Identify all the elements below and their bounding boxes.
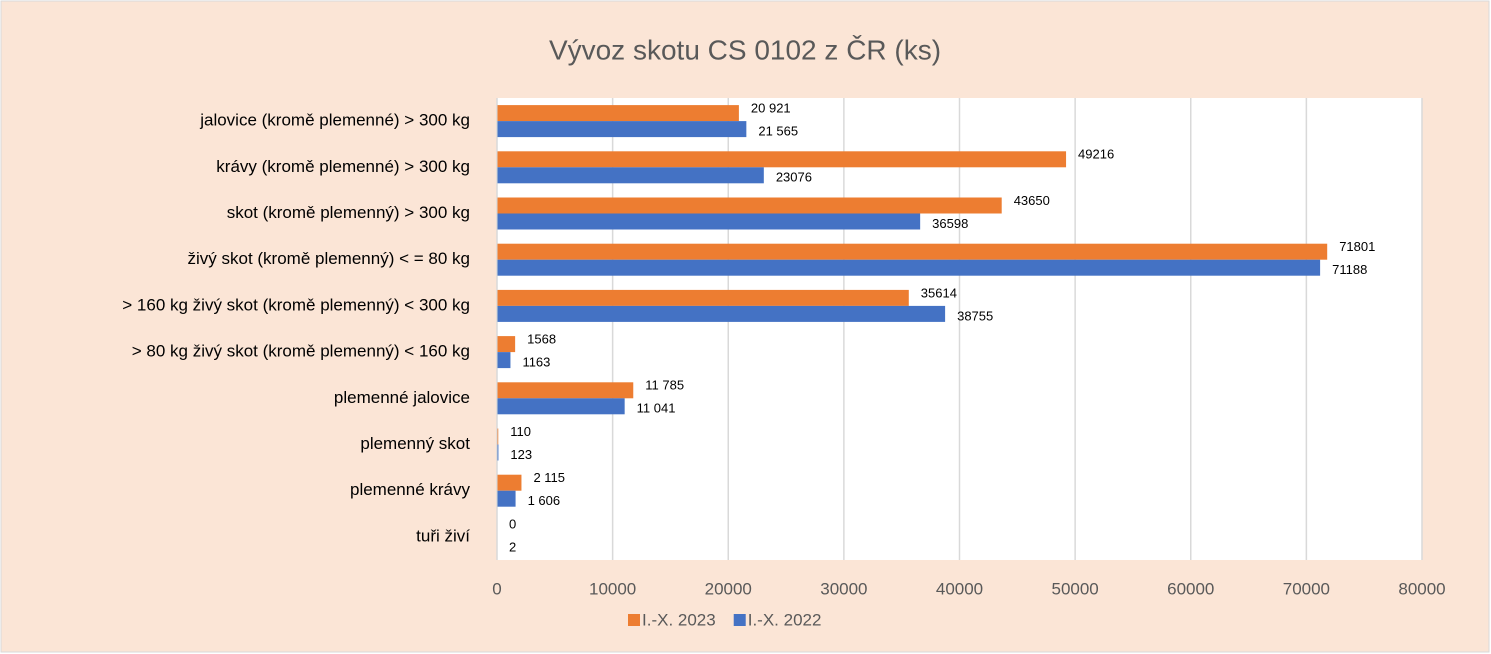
y-tick-label: krávy (kromě plemenné) > 300 kg [216, 157, 470, 176]
legend-swatch [628, 614, 640, 626]
x-tick-label: 70000 [1283, 579, 1330, 598]
data-label: 71188 [1332, 262, 1367, 277]
legend-swatch [733, 614, 746, 626]
y-tick-label: jalovice (kromě plemenné) > 300 kg [199, 111, 470, 130]
data-label: 23076 [776, 170, 812, 185]
bar [497, 121, 747, 138]
bar [497, 305, 946, 322]
x-tick-label: 50000 [1051, 579, 1098, 598]
y-tick-label: plemenný skot [360, 434, 470, 453]
data-label: 35614 [921, 285, 957, 300]
data-label: 1568 [527, 332, 556, 347]
data-label: 2 [509, 539, 516, 554]
data-label: 1 606 [528, 493, 561, 508]
data-label: 71801 [1339, 239, 1375, 254]
data-label: 36598 [932, 216, 968, 231]
x-tick-label: 20000 [705, 579, 752, 598]
bar [497, 167, 764, 184]
bar [497, 428, 499, 445]
y-tick-label: plemenné krávy [350, 480, 471, 499]
bar [497, 474, 522, 491]
x-tick-label: 10000 [589, 579, 636, 598]
x-tick-label: 40000 [936, 579, 983, 598]
bar [497, 243, 1328, 260]
bar [497, 382, 634, 399]
chart-title: Vývoz skotu CS 0102 z ČR (ks) [549, 34, 941, 65]
bar [497, 398, 625, 415]
x-tick-label: 30000 [820, 579, 867, 598]
x-tick-label: 80000 [1398, 579, 1445, 598]
bar [497, 352, 511, 369]
y-tick-label: živý skot (kromě plemenný) < = 80 kg [187, 249, 470, 268]
bar [497, 336, 516, 353]
legend-label: I.-X. 2022 [748, 610, 822, 629]
data-label: 2 115 [533, 470, 565, 485]
x-tick-label: 60000 [1167, 579, 1214, 598]
x-tick-label: 0 [492, 579, 501, 598]
data-label: 21 565 [758, 124, 798, 139]
y-tick-label: > 160 kg živý skot (kromě plemenný) < 30… [122, 295, 470, 314]
bar [497, 151, 1067, 168]
bar [497, 289, 909, 306]
data-label: 49216 [1078, 147, 1114, 162]
y-tick-label: skot (kromě plemenný) > 300 kg [227, 203, 470, 222]
data-label: 38755 [957, 308, 993, 323]
bar [497, 105, 739, 122]
bar [497, 213, 921, 230]
y-tick-label: tuři živí [416, 526, 470, 545]
bar [497, 444, 499, 461]
data-label: 11 041 [637, 401, 676, 416]
data-label: 43650 [1014, 193, 1050, 208]
data-label: 1163 [522, 355, 550, 370]
data-label: 20 921 [751, 101, 791, 116]
legend-label: I.-X. 2023 [642, 610, 716, 629]
bar [497, 490, 516, 507]
data-label: 0 [509, 516, 516, 531]
y-tick-label: > 80 kg živý skot (kromě plemenný) < 160… [132, 342, 470, 361]
data-label: 110 [510, 424, 531, 439]
data-label: 123 [510, 447, 532, 462]
bar [497, 197, 1002, 214]
bar [497, 259, 1321, 276]
data-label: 11 785 [645, 378, 684, 393]
y-tick-label: plemenné jalovice [334, 388, 470, 407]
